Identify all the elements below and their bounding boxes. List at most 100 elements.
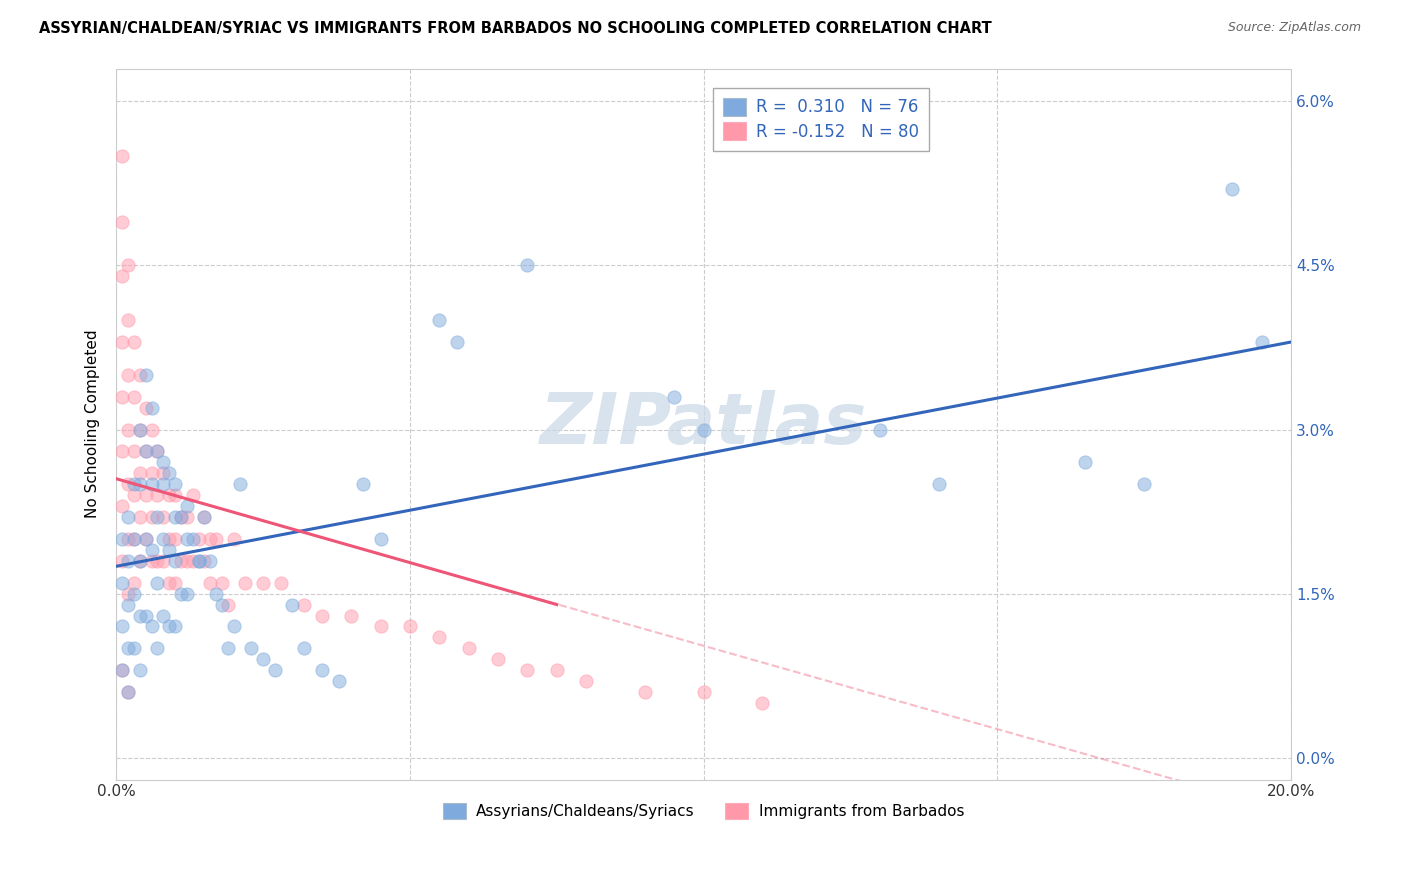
- Point: [157, 542, 180, 557]
- Point: [146, 488, 169, 502]
- Point: [311, 608, 333, 623]
- Point: [152, 554, 174, 568]
- Point: [457, 641, 479, 656]
- Point: [370, 532, 392, 546]
- Point: [141, 554, 163, 568]
- Point: [163, 575, 186, 590]
- Point: [135, 368, 157, 382]
- Point: [181, 554, 204, 568]
- Point: [111, 575, 134, 590]
- Point: [546, 663, 568, 677]
- Point: [152, 477, 174, 491]
- Point: [128, 467, 150, 481]
- Point: [193, 510, 215, 524]
- Point: [751, 696, 773, 710]
- Point: [117, 598, 139, 612]
- Point: [111, 532, 134, 546]
- Point: [152, 467, 174, 481]
- Point: [157, 467, 180, 481]
- Point: [228, 477, 250, 491]
- Point: [163, 488, 186, 502]
- Point: [128, 510, 150, 524]
- Point: [135, 444, 157, 458]
- Text: ZIPatlas: ZIPatlas: [540, 390, 868, 458]
- Point: [152, 510, 174, 524]
- Point: [111, 390, 134, 404]
- Point: [634, 685, 657, 699]
- Point: [117, 477, 139, 491]
- Point: [292, 641, 315, 656]
- Point: [135, 401, 157, 415]
- Point: [1133, 477, 1156, 491]
- Point: [157, 575, 180, 590]
- Point: [427, 313, 450, 327]
- Point: [122, 488, 145, 502]
- Point: [135, 532, 157, 546]
- Point: [252, 575, 274, 590]
- Point: [399, 619, 422, 633]
- Point: [187, 554, 209, 568]
- Point: [152, 608, 174, 623]
- Point: [128, 368, 150, 382]
- Point: [292, 598, 315, 612]
- Point: [128, 423, 150, 437]
- Point: [352, 477, 374, 491]
- Point: [181, 488, 204, 502]
- Point: [1220, 182, 1243, 196]
- Point: [205, 587, 228, 601]
- Point: [141, 467, 163, 481]
- Point: [128, 423, 150, 437]
- Point: [692, 423, 714, 437]
- Point: [200, 532, 222, 546]
- Point: [111, 619, 134, 633]
- Point: [141, 542, 163, 557]
- Point: [928, 477, 950, 491]
- Point: [117, 685, 139, 699]
- Point: [117, 510, 139, 524]
- Point: [122, 532, 145, 546]
- Point: [152, 455, 174, 469]
- Point: [146, 510, 169, 524]
- Point: [117, 313, 139, 327]
- Point: [146, 554, 169, 568]
- Point: [163, 510, 186, 524]
- Point: [176, 499, 198, 513]
- Point: [263, 663, 285, 677]
- Point: [427, 631, 450, 645]
- Text: ASSYRIAN/CHALDEAN/SYRIAC VS IMMIGRANTS FROM BARBADOS NO SCHOOLING COMPLETED CORR: ASSYRIAN/CHALDEAN/SYRIAC VS IMMIGRANTS F…: [39, 21, 993, 36]
- Point: [157, 619, 180, 633]
- Point: [575, 674, 598, 689]
- Point: [170, 554, 193, 568]
- Point: [135, 488, 157, 502]
- Point: [200, 575, 222, 590]
- Point: [193, 554, 215, 568]
- Point: [157, 532, 180, 546]
- Point: [516, 259, 538, 273]
- Point: [222, 619, 245, 633]
- Point: [211, 598, 233, 612]
- Point: [117, 259, 139, 273]
- Point: [111, 334, 134, 349]
- Point: [122, 444, 145, 458]
- Point: [117, 423, 139, 437]
- Point: [187, 532, 209, 546]
- Point: [176, 554, 198, 568]
- Point: [122, 575, 145, 590]
- Point: [141, 477, 163, 491]
- Point: [117, 587, 139, 601]
- Point: [117, 532, 139, 546]
- Point: [152, 532, 174, 546]
- Point: [270, 575, 292, 590]
- Point: [281, 598, 304, 612]
- Point: [117, 641, 139, 656]
- Point: [146, 575, 169, 590]
- Point: [128, 554, 150, 568]
- Point: [128, 554, 150, 568]
- Point: [117, 685, 139, 699]
- Point: [240, 641, 263, 656]
- Point: [135, 608, 157, 623]
- Point: [205, 532, 228, 546]
- Point: [111, 499, 134, 513]
- Point: [1074, 455, 1097, 469]
- Point: [111, 269, 134, 284]
